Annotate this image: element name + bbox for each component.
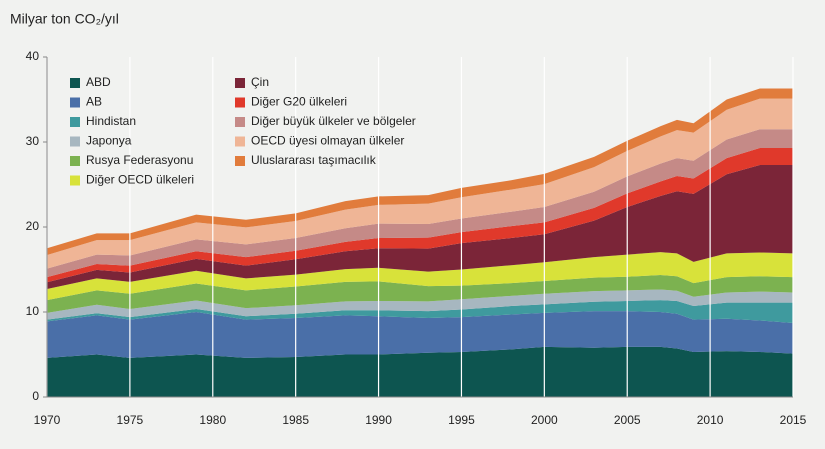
area bbox=[47, 300, 793, 324]
legend-swatch bbox=[70, 78, 80, 88]
legend-label: Hindistan bbox=[86, 114, 136, 128]
legend-label: Diğer OECD ülkeleri bbox=[86, 173, 194, 187]
legend-swatch bbox=[70, 136, 80, 147]
area bbox=[47, 346, 793, 397]
legend-swatch bbox=[70, 97, 80, 108]
x-tick-label: 1970 bbox=[34, 413, 61, 427]
x-tick-label: 2000 bbox=[531, 413, 558, 427]
x-tick-label: 1995 bbox=[448, 413, 475, 427]
area bbox=[47, 289, 793, 320]
x-tick-label: 2010 bbox=[697, 413, 724, 427]
y-tick-label: 40 bbox=[26, 49, 40, 63]
y-tick-label: 20 bbox=[26, 219, 40, 233]
area bbox=[47, 88, 793, 256]
area bbox=[47, 311, 793, 358]
y-tick-label: 10 bbox=[26, 304, 40, 318]
area bbox=[47, 164, 793, 290]
legend-label: Rusya Federasyonu bbox=[86, 153, 193, 167]
x-tick-label: 1980 bbox=[199, 413, 226, 427]
legend-label: Diğer büyük ülkeler ve bölgeler bbox=[251, 114, 416, 128]
legend-label: Japonya bbox=[86, 134, 132, 148]
legend-swatch bbox=[235, 97, 245, 108]
x-tick-label: 2015 bbox=[780, 413, 807, 427]
legend-label: AB bbox=[86, 95, 102, 109]
legend-swatch bbox=[235, 117, 245, 127]
legend-label: Uluslararası taşımacılık bbox=[251, 153, 377, 167]
area bbox=[47, 275, 793, 313]
legend-label: OECD üyesi olmayan ülkeler bbox=[251, 134, 404, 148]
legend-swatch bbox=[235, 156, 245, 166]
legend-swatch bbox=[70, 117, 80, 127]
legend-swatch bbox=[70, 156, 80, 166]
y-tick-label: 0 bbox=[32, 389, 39, 403]
x-tick-label: 1990 bbox=[365, 413, 392, 427]
y-tick-label: 30 bbox=[26, 134, 40, 148]
legend-swatch bbox=[235, 78, 245, 88]
x-tick-label: 1985 bbox=[282, 413, 309, 427]
legend-label: ABD bbox=[86, 75, 111, 89]
area bbox=[47, 252, 793, 301]
x-tick-label: 1975 bbox=[117, 413, 144, 427]
legend-label: Diğer G20 ülkeleri bbox=[251, 95, 347, 109]
area bbox=[47, 147, 793, 283]
legend-label: Çin bbox=[251, 75, 269, 89]
x-tick-label: 2005 bbox=[614, 413, 641, 427]
area bbox=[47, 129, 793, 278]
legend-swatch bbox=[235, 136, 245, 147]
area bbox=[47, 98, 793, 269]
chart-title: Milyar ton CO₂/yıl bbox=[10, 11, 119, 27]
legend-swatch bbox=[70, 175, 80, 186]
